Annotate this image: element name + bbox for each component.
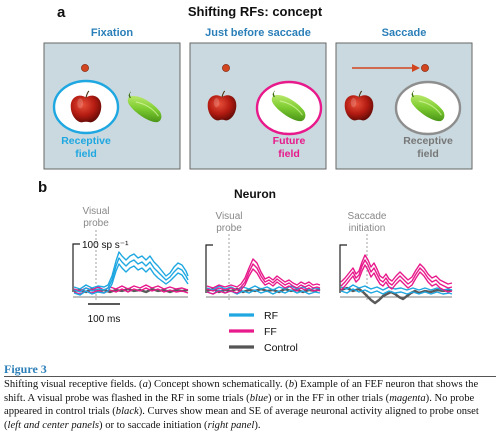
event-label-line1: Visual — [82, 206, 109, 217]
before-saccade-title: Just before saccade — [205, 27, 311, 39]
saccade-title: Saccade — [382, 27, 427, 39]
event-label-line2: probe — [83, 218, 109, 229]
event-label-line1: Saccade — [348, 211, 387, 222]
future-field-label: Future — [273, 135, 306, 147]
receptive-field-label-2: field — [75, 148, 97, 160]
panel-a-letter: a — [57, 4, 66, 21]
plot-right: Saccade initiation — [340, 211, 452, 303]
legend-label-control: Control — [264, 342, 298, 354]
scale-bar-y — [73, 244, 80, 292]
fixation-box: Fixation Receptive field — [44, 27, 180, 169]
fixation-dot-icon — [81, 64, 88, 71]
panel-a-title: Shifting RFs: concept — [188, 4, 323, 19]
receptive-field-label: Receptive — [61, 135, 111, 147]
legend-label-ff: FF — [264, 326, 277, 338]
before-saccade-box: Just before saccade Future field — [190, 27, 326, 169]
figure-caption-title: Figure 3 — [4, 362, 496, 376]
fixation-title: Fixation — [91, 27, 133, 39]
fixation-dot-icon — [421, 64, 428, 71]
legend-label-rf: RF — [264, 310, 278, 322]
panel-b-title: Neuron — [234, 187, 276, 201]
event-label-line2: initiation — [349, 223, 386, 234]
trace-control — [341, 288, 452, 303]
fixation-dot-icon — [222, 64, 229, 71]
trace-ff — [341, 255, 452, 292]
figure: a Shifting RFs: concept Fixation Recepti… — [0, 0, 500, 362]
figure-caption: Shifting visual receptive fields. (a) Co… — [4, 378, 496, 432]
panel-b-letter: b — [38, 179, 47, 196]
scale-label-x: 100 ms — [88, 314, 121, 325]
legend: RF FF Control — [229, 310, 298, 354]
axis-corner — [206, 245, 213, 293]
future-field-label-2: field — [278, 148, 300, 160]
plot-center: Visual probe — [206, 211, 320, 300]
event-label-line2: probe — [216, 223, 242, 234]
event-label-line1: Visual — [215, 211, 242, 222]
receptive-field-label-shifted-2: field — [417, 148, 439, 160]
plot-left: Visual probe 100 sp s⁻¹ 100 ms — [73, 206, 188, 325]
scale-label-y: 100 sp s⁻¹ — [82, 240, 129, 251]
receptive-field-label-shifted: Receptive — [403, 135, 453, 147]
saccade-box: Saccade Receptive field — [336, 27, 472, 169]
caption-divider — [4, 376, 496, 377]
